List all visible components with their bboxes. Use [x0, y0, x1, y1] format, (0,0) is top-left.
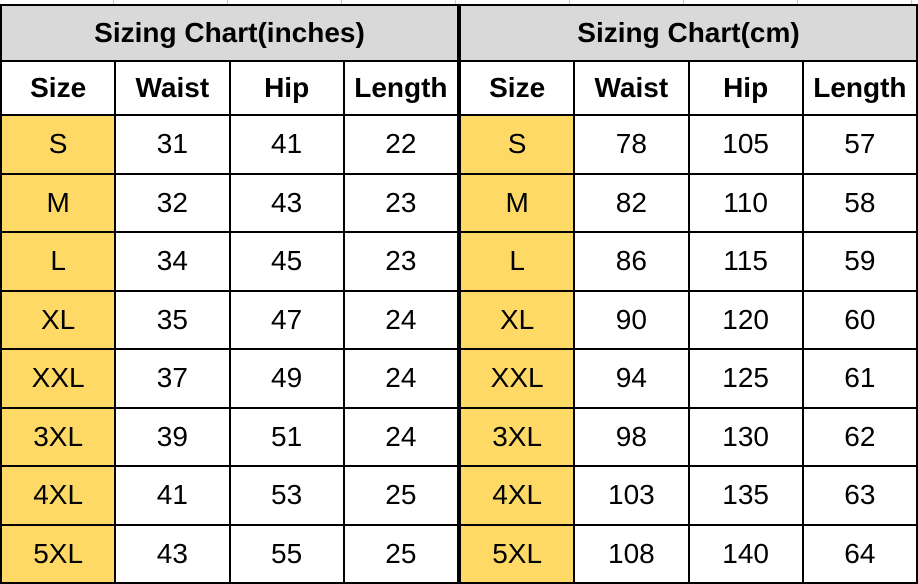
size-cell: 4XL: [458, 465, 576, 526]
size-cell: XL: [458, 289, 576, 350]
length-cell: 24: [342, 348, 460, 409]
table-header-row: Size Waist Hip Length: [458, 60, 918, 116]
length-cell: 24: [342, 406, 460, 467]
table-row: L 86 115 59: [458, 231, 918, 292]
hip-cell: 53: [228, 465, 345, 526]
length-cell: 23: [342, 172, 460, 233]
length-cell: 24: [342, 289, 460, 350]
tables-container: Sizing Chart(inches) Size Waist Hip Leng…: [0, 4, 918, 584]
hip-cell: 115: [687, 231, 804, 292]
hip-cell: 130: [687, 406, 804, 467]
length-cell: 25: [342, 523, 460, 584]
length-cell: 60: [801, 289, 918, 350]
length-cell: 61: [801, 348, 918, 409]
length-cell: 22: [342, 114, 460, 175]
waist-cell: 39: [114, 406, 231, 467]
waist-cell: 78: [573, 114, 690, 175]
table-row: 5XL 43 55 25: [0, 523, 460, 584]
column-header-size: Size: [0, 60, 117, 116]
column-header-waist: Waist: [114, 60, 231, 116]
size-cell: 5XL: [0, 523, 117, 584]
table-title-inches: Sizing Chart(inches): [0, 4, 459, 62]
spreadsheet-top-gridline-strip: [0, 0, 918, 4]
waist-cell: 43: [114, 523, 231, 584]
hip-cell: 110: [687, 172, 804, 233]
waist-cell: 32: [114, 172, 231, 233]
table-row: XXL 37 49 24: [0, 348, 460, 409]
hip-cell: 135: [687, 465, 804, 526]
waist-cell: 34: [114, 231, 231, 292]
length-cell: 63: [801, 465, 918, 526]
size-cell: L: [0, 231, 117, 292]
table-title-row: Sizing Chart(cm): [459, 4, 918, 62]
hip-cell: 43: [228, 172, 345, 233]
column-header-length: Length: [801, 60, 918, 116]
table-row: 4XL 41 53 25: [0, 465, 460, 526]
waist-cell: 41: [114, 465, 231, 526]
hip-cell: 47: [228, 289, 345, 350]
column-header-waist: Waist: [573, 60, 690, 116]
hip-cell: 51: [228, 406, 345, 467]
length-cell: 59: [801, 231, 918, 292]
length-cell: 23: [342, 231, 460, 292]
size-cell: 4XL: [0, 465, 117, 526]
waist-cell: 94: [573, 348, 690, 409]
hip-cell: 49: [228, 348, 345, 409]
waist-cell: 82: [573, 172, 690, 233]
table-row: L 34 45 23: [0, 231, 460, 292]
length-cell: 62: [801, 406, 918, 467]
size-cell: S: [458, 114, 576, 175]
hip-cell: 45: [228, 231, 345, 292]
table-row: XL 35 47 24: [0, 289, 460, 350]
hip-cell: 55: [228, 523, 345, 584]
table-title-row: Sizing Chart(inches): [0, 4, 459, 62]
hip-cell: 125: [687, 348, 804, 409]
table-row: 5XL 108 140 64: [458, 523, 918, 584]
table-row: M 82 110 58: [458, 172, 918, 233]
size-cell: 3XL: [0, 406, 117, 467]
table-title-cm: Sizing Chart(cm): [459, 4, 918, 62]
waist-cell: 37: [114, 348, 231, 409]
size-cell: M: [458, 172, 576, 233]
waist-cell: 103: [573, 465, 690, 526]
waist-cell: 35: [114, 289, 231, 350]
size-cell: XXL: [458, 348, 576, 409]
table-row: 3XL 98 130 62: [458, 406, 918, 467]
column-header-hip: Hip: [687, 60, 804, 116]
column-header-hip: Hip: [228, 60, 345, 116]
size-cell: S: [0, 114, 117, 175]
waist-cell: 86: [573, 231, 690, 292]
waist-cell: 98: [573, 406, 690, 467]
table-row: S 78 105 57: [458, 114, 918, 175]
sizing-table-cm: Sizing Chart(cm) Size Waist Hip Length S…: [458, 4, 918, 584]
column-header-size: Size: [458, 60, 576, 116]
hip-cell: 140: [687, 523, 804, 584]
size-cell: 3XL: [458, 406, 576, 467]
table-row: 3XL 39 51 24: [0, 406, 460, 467]
hip-cell: 41: [228, 114, 345, 175]
waist-cell: 90: [573, 289, 690, 350]
size-cell: M: [0, 172, 117, 233]
table-row: S 31 41 22: [0, 114, 460, 175]
size-cell: 5XL: [458, 523, 576, 584]
table-row: M 32 43 23: [0, 172, 460, 233]
table-row: XL 90 120 60: [458, 289, 918, 350]
column-header-length: Length: [342, 60, 460, 116]
size-cell: XXL: [0, 348, 117, 409]
length-cell: 57: [801, 114, 918, 175]
length-cell: 58: [801, 172, 918, 233]
hip-cell: 105: [687, 114, 804, 175]
waist-cell: 108: [573, 523, 690, 584]
table-row: XXL 94 125 61: [458, 348, 918, 409]
length-cell: 64: [801, 523, 918, 584]
size-cell: L: [458, 231, 576, 292]
hip-cell: 120: [687, 289, 804, 350]
table-row: 4XL 103 135 63: [458, 465, 918, 526]
waist-cell: 31: [114, 114, 231, 175]
table-header-row: Size Waist Hip Length: [0, 60, 460, 116]
sizing-table-inches: Sizing Chart(inches) Size Waist Hip Leng…: [0, 4, 460, 584]
length-cell: 25: [342, 465, 460, 526]
size-cell: XL: [0, 289, 117, 350]
